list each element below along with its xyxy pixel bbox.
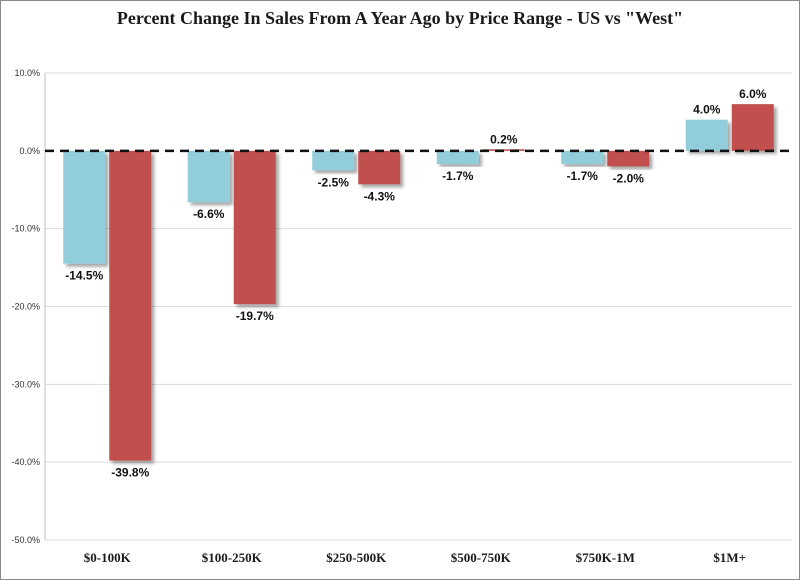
y-tick-label: -40.0% xyxy=(11,457,40,467)
data-label: -4.3% xyxy=(364,189,396,203)
data-label: 4.0% xyxy=(693,103,721,117)
chart-title: Percent Change In Sales From A Year Ago … xyxy=(116,8,684,28)
bar xyxy=(731,104,774,151)
x-tick-label: $250-500K xyxy=(326,550,387,565)
bar xyxy=(561,150,604,165)
y-tick-label: -50.0% xyxy=(11,535,40,545)
bar xyxy=(607,150,650,167)
x-tick-label: $750K-1M xyxy=(576,550,635,565)
y-tick-label: 0.0% xyxy=(19,146,40,156)
bar xyxy=(358,150,401,185)
bar xyxy=(63,150,106,264)
bar xyxy=(233,150,276,305)
y-tick-label: -10.0% xyxy=(11,224,40,234)
x-tick-label: $1M+ xyxy=(713,550,746,565)
y-tick-label: 10.0% xyxy=(14,68,40,78)
data-label: 0.2% xyxy=(490,132,518,146)
y-tick-label: -30.0% xyxy=(11,379,40,389)
bar xyxy=(685,119,728,151)
bar xyxy=(312,150,355,171)
data-label: -2.0% xyxy=(613,171,645,185)
data-label: -39.8% xyxy=(111,466,149,480)
bar xyxy=(187,150,230,203)
x-tick-label: $0-100K xyxy=(84,550,132,565)
data-label: -6.6% xyxy=(193,207,225,221)
data-label: -1.7% xyxy=(442,169,474,183)
y-tick-label: -20.0% xyxy=(11,302,40,312)
data-label: 6.0% xyxy=(739,87,767,101)
data-label: -14.5% xyxy=(65,269,103,283)
data-label: -2.5% xyxy=(318,175,350,189)
x-tick-label: $100-250K xyxy=(202,550,263,565)
data-label: -19.7% xyxy=(236,309,274,323)
bar xyxy=(436,150,479,165)
bar xyxy=(109,150,152,461)
data-label: -1.7% xyxy=(567,169,599,183)
x-tick-label: $500-750K xyxy=(451,550,512,565)
